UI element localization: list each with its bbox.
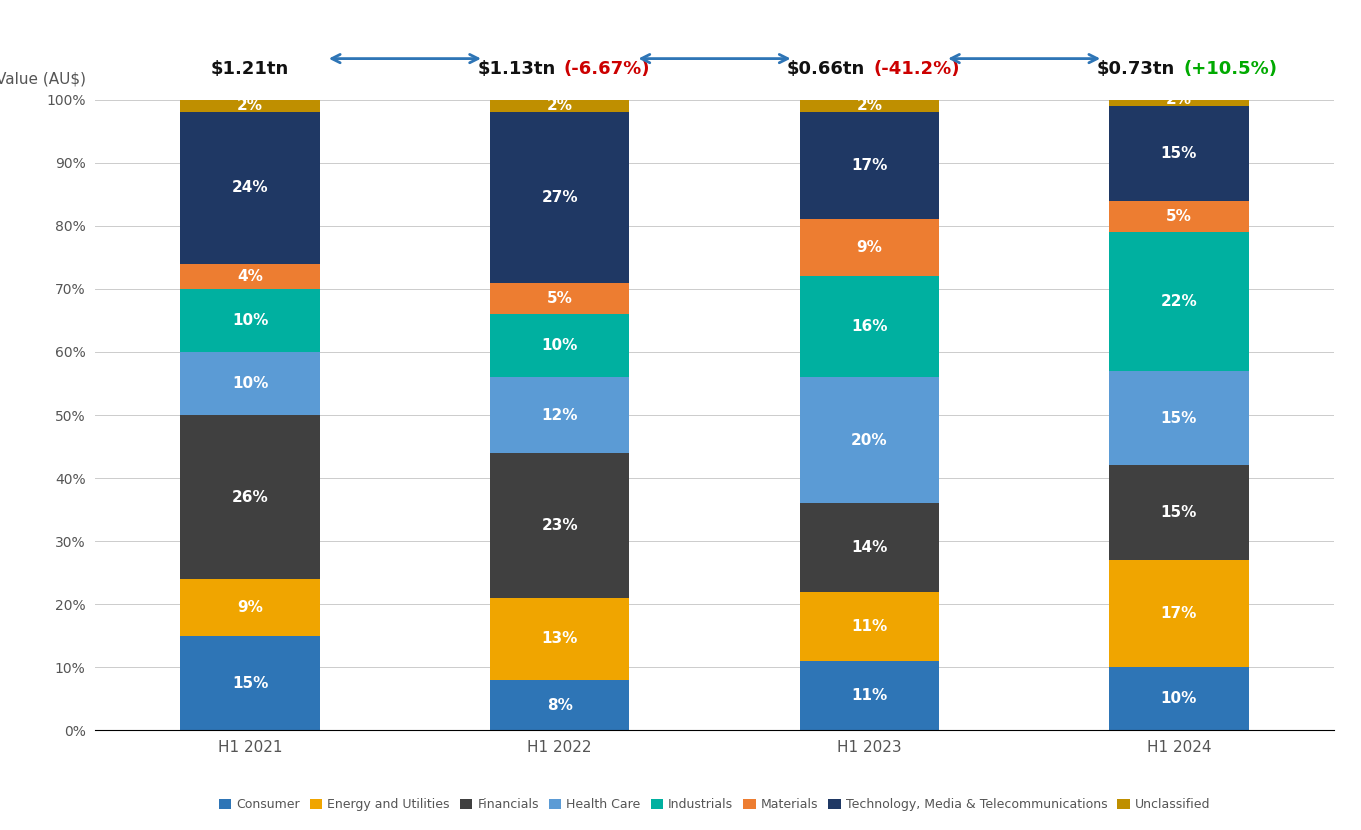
Text: 15%: 15% <box>1161 505 1198 520</box>
Text: 15%: 15% <box>1161 411 1198 426</box>
Bar <box>181 100 320 112</box>
Text: $0.73tn: $0.73tn <box>1097 60 1175 77</box>
Bar <box>181 636 320 730</box>
Legend: Consumer, Energy and Utilities, Financials, Health Care, Industrials, Materials,: Consumer, Energy and Utilities, Financia… <box>214 793 1215 817</box>
Text: 2%: 2% <box>1166 92 1192 107</box>
Text: 26%: 26% <box>231 490 268 505</box>
Bar <box>800 503 939 592</box>
Text: 15%: 15% <box>1161 146 1198 161</box>
Text: 24%: 24% <box>231 180 268 195</box>
Bar <box>1109 93 1248 106</box>
Text: (-6.67%): (-6.67%) <box>563 60 651 77</box>
Text: 10%: 10% <box>231 376 268 391</box>
Text: 20%: 20% <box>851 432 887 447</box>
Bar <box>1109 560 1248 667</box>
Text: 9%: 9% <box>237 600 263 615</box>
Text: 9%: 9% <box>856 241 882 256</box>
Bar <box>1109 667 1248 730</box>
Bar <box>490 282 629 314</box>
Bar <box>181 264 320 289</box>
Text: 14%: 14% <box>851 540 887 555</box>
Text: 17%: 17% <box>851 159 887 173</box>
Bar <box>490 680 629 730</box>
Text: 12%: 12% <box>542 408 578 422</box>
Text: 15%: 15% <box>231 676 268 691</box>
Bar <box>181 289 320 352</box>
Text: 2%: 2% <box>856 99 882 114</box>
Text: 16%: 16% <box>851 320 887 334</box>
Text: 5%: 5% <box>1166 209 1192 224</box>
Bar <box>490 453 629 598</box>
Bar <box>181 415 320 579</box>
Bar <box>1109 106 1248 201</box>
Bar <box>1109 371 1248 466</box>
Bar <box>181 352 320 415</box>
Text: 10%: 10% <box>542 338 578 353</box>
Bar <box>181 112 320 264</box>
Bar <box>800 592 939 661</box>
Text: 2%: 2% <box>237 99 263 114</box>
Text: 10%: 10% <box>231 313 268 328</box>
Bar <box>490 377 629 453</box>
Bar <box>800 377 939 503</box>
Text: $1.13tn: $1.13tn <box>478 60 555 77</box>
Bar <box>490 112 629 282</box>
Text: 5%: 5% <box>547 290 573 305</box>
Bar <box>800 112 939 219</box>
Text: 2%: 2% <box>547 99 573 114</box>
Text: 22%: 22% <box>1161 294 1198 309</box>
Text: Value (AU$): Value (AU$) <box>0 72 86 87</box>
Text: (-41.2%): (-41.2%) <box>874 60 960 77</box>
Bar <box>1109 466 1248 560</box>
Bar <box>800 219 939 276</box>
Text: 23%: 23% <box>542 518 578 533</box>
Text: 8%: 8% <box>547 698 573 713</box>
Bar <box>181 579 320 636</box>
Bar <box>1109 232 1248 371</box>
Text: 11%: 11% <box>851 688 887 703</box>
Text: 11%: 11% <box>851 619 887 634</box>
Text: $1.21tn: $1.21tn <box>211 60 289 77</box>
Bar <box>800 100 939 112</box>
Bar <box>490 314 629 377</box>
Text: 27%: 27% <box>542 190 578 205</box>
Text: 13%: 13% <box>542 632 578 647</box>
Bar <box>1109 201 1248 232</box>
Text: 4%: 4% <box>237 269 263 284</box>
Bar <box>800 276 939 377</box>
Bar <box>800 661 939 730</box>
Bar <box>490 100 629 112</box>
Bar <box>490 598 629 680</box>
Text: 10%: 10% <box>1161 691 1198 706</box>
Text: (+10.5%): (+10.5%) <box>1183 60 1277 77</box>
Text: $0.66tn: $0.66tn <box>787 60 866 77</box>
Text: 17%: 17% <box>1161 606 1198 621</box>
